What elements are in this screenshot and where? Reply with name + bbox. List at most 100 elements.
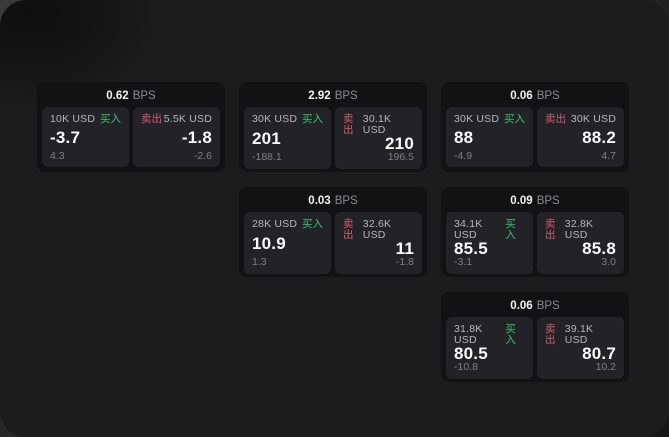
buy-size: 31.8K USD — [454, 323, 483, 346]
sell-side-label: 卖出 — [343, 113, 354, 136]
bps-unit: BPS — [334, 89, 358, 102]
card-body: 31.8K USD 买入 80.5 -10.8 卖出 39.1K USD 80.… — [441, 317, 629, 382]
buy-side-label: 买入 — [302, 218, 323, 230]
panel-labels-row: 30K USD 买入 — [454, 114, 525, 125]
bps-unit: BPS — [536, 89, 560, 102]
sell-delta: -2.6 — [193, 149, 212, 162]
buy-price: 10.9 — [252, 233, 286, 253]
bps-unit: BPS — [536, 299, 560, 312]
sell-size: 39.1K USD — [564, 323, 594, 346]
card-body: 30K USD 买入 88 -4.9 卖出 30K USD 88.2 4.7 — [441, 107, 629, 172]
sell-delta: 4.7 — [601, 149, 616, 162]
sell-side-label: 卖出 — [545, 113, 566, 125]
card-header: 0.03 BPS — [239, 187, 427, 212]
sell-side-label: 卖出 — [545, 323, 556, 346]
buy-size: 30K USD — [454, 113, 500, 125]
sell-price: 210 — [385, 134, 414, 153]
buy-price: 85.5 — [454, 239, 488, 258]
card-body: 30K USD 买入 201 -188.1 卖出 30.1K USD 210 1… — [239, 107, 427, 172]
buy-price: 201 — [252, 128, 281, 148]
sell-quote-panel[interactable]: 卖出 32.6K USD 11 -1.8 — [335, 212, 422, 274]
bps-card: 0.62 BPS 10K USD 买入 -3.7 4.3 卖出 5.5K USD — [37, 82, 225, 172]
card-body: 10K USD 买入 -3.7 4.3 卖出 5.5K USD -1.8 -2.… — [37, 107, 225, 172]
buy-quote-panel[interactable]: 10K USD 买入 -3.7 4.3 — [42, 107, 129, 167]
buy-delta: -188.1 — [252, 151, 282, 163]
buy-delta: -4.9 — [454, 149, 473, 162]
sell-side-label: 卖出 — [545, 218, 556, 241]
panel-labels-row: 卖出 32.6K USD — [343, 219, 414, 240]
buy-size: 10K USD — [50, 113, 96, 125]
bps-value: 0.62 — [106, 89, 129, 102]
sell-side-label: 卖出 — [141, 113, 162, 125]
buy-quote-panel[interactable]: 30K USD 买入 88 -4.9 — [446, 107, 533, 167]
quote-cards-grid: 0.62 BPS 10K USD 买入 -3.7 4.3 卖出 5.5K USD — [37, 82, 629, 382]
panel-labels-row: 34.1K USD 买入 — [454, 219, 525, 240]
buy-quote-panel[interactable]: 30K USD 买入 201 -188.1 — [244, 107, 331, 169]
panel-labels-row: 28K USD 买入 — [252, 219, 323, 230]
buy-size: 34.1K USD — [454, 218, 483, 241]
bps-card: 0.06 BPS 31.8K USD 买入 80.5 -10.8 卖出 39.1… — [441, 292, 629, 382]
sell-quote-panel[interactable]: 卖出 32.8K USD 85.8 3.0 — [537, 212, 624, 274]
sell-quote-panel[interactable]: 卖出 5.5K USD -1.8 -2.6 — [133, 107, 220, 167]
sell-price: 11 — [395, 239, 414, 258]
sell-side-label: 卖出 — [343, 218, 354, 241]
panel-labels-row: 卖出 5.5K USD — [141, 114, 212, 125]
panel-labels-row: 卖出 39.1K USD — [545, 324, 616, 345]
sell-price: -1.8 — [181, 128, 212, 147]
sell-size: 32.6K USD — [362, 218, 392, 241]
sell-price: 85.8 — [582, 239, 616, 258]
sell-size: 5.5K USD — [163, 113, 212, 125]
sell-price: 88.2 — [582, 128, 616, 147]
buy-side-label: 买入 — [302, 113, 323, 125]
bps-card: 0.03 BPS 28K USD 买入 10.9 1.3 卖出 32.6K US… — [239, 187, 427, 277]
buy-delta: -10.8 — [454, 361, 478, 373]
sell-size: 32.8K USD — [564, 218, 594, 241]
card-header: 0.06 BPS — [441, 292, 629, 317]
panel-labels-row: 卖出 32.8K USD — [545, 219, 616, 240]
bps-value: 0.03 — [308, 194, 331, 207]
buy-side-label: 买入 — [505, 218, 516, 241]
buy-quote-panel[interactable]: 34.1K USD 买入 85.5 -3.1 — [446, 212, 533, 274]
panel-labels-row: 卖出 30K USD — [545, 114, 616, 125]
card-body: 34.1K USD 买入 85.5 -3.1 卖出 32.8K USD 85.8… — [441, 212, 629, 277]
sell-delta: 196.5 — [387, 151, 414, 163]
bps-card: 0.09 BPS 34.1K USD 买入 85.5 -3.1 卖出 32.8K… — [441, 187, 629, 277]
buy-delta: 1.3 — [252, 256, 267, 268]
card-header: 0.06 BPS — [441, 82, 629, 107]
sell-size: 30.1K USD — [362, 113, 392, 136]
panel-labels-row: 10K USD 买入 — [50, 114, 121, 125]
card-header: 0.62 BPS — [37, 82, 225, 107]
buy-quote-panel[interactable]: 31.8K USD 买入 80.5 -10.8 — [446, 317, 533, 379]
sell-quote-panel[interactable]: 卖出 39.1K USD 80.7 10.2 — [537, 317, 624, 379]
buy-side-label: 买入 — [504, 113, 525, 125]
sell-size: 30K USD — [570, 113, 616, 125]
sell-delta: -1.8 — [395, 256, 414, 268]
bps-card: 2.92 BPS 30K USD 买入 201 -188.1 卖出 30.1K … — [239, 82, 427, 172]
card-header: 2.92 BPS — [239, 82, 427, 107]
bps-unit: BPS — [334, 194, 358, 207]
buy-delta: -3.1 — [454, 256, 473, 268]
panel-labels-row: 31.8K USD 买入 — [454, 324, 525, 345]
bps-unit: BPS — [132, 89, 156, 102]
bps-value: 0.06 — [510, 299, 533, 312]
sell-quote-panel[interactable]: 卖出 30K USD 88.2 4.7 — [537, 107, 624, 167]
buy-quote-panel[interactable]: 28K USD 买入 10.9 1.3 — [244, 212, 331, 274]
buy-side-label: 买入 — [505, 323, 516, 346]
bps-card: 0.06 BPS 30K USD 买入 88 -4.9 卖出 30K USD — [441, 82, 629, 172]
card-body: 28K USD 买入 10.9 1.3 卖出 32.6K USD 11 -1.8 — [239, 212, 427, 277]
bps-value: 0.09 — [510, 194, 533, 207]
panel-labels-row: 30K USD 买入 — [252, 114, 323, 125]
sell-price: 80.7 — [582, 344, 616, 363]
sell-quote-panel[interactable]: 卖出 30.1K USD 210 196.5 — [335, 107, 422, 169]
buy-size: 30K USD — [252, 113, 298, 125]
bps-unit: BPS — [536, 194, 560, 207]
panel-labels-row: 卖出 30.1K USD — [343, 114, 414, 135]
sell-delta: 3.0 — [601, 256, 616, 268]
bps-value: 2.92 — [308, 89, 331, 102]
sell-delta: 10.2 — [595, 361, 616, 373]
buy-delta: 4.3 — [50, 149, 65, 162]
bps-value: 0.06 — [510, 89, 533, 102]
buy-side-label: 买入 — [100, 113, 121, 125]
buy-price: -3.7 — [50, 128, 81, 147]
